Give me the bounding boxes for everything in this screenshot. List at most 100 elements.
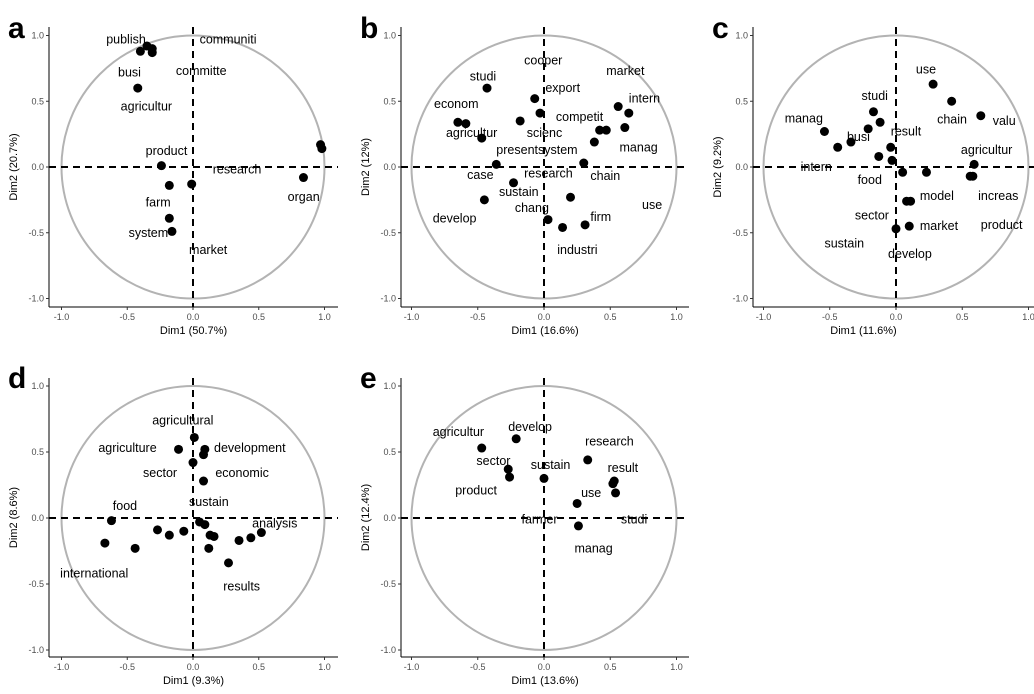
point-label: product: [455, 483, 497, 497]
data-point: [179, 526, 189, 536]
data-point: [477, 133, 487, 143]
point-label: results: [223, 580, 260, 594]
panel-b: b -1.0 -1.0 -0.5 -0.5 0.0 0.0 0.5 0.5 1.0 1.0 Dim1 …: [360, 12, 689, 337]
point-label: result: [891, 124, 922, 138]
point-label: research: [213, 163, 262, 177]
y-axis-title: Dim2 (12%): [360, 138, 372, 196]
panel-letter: d: [8, 362, 26, 395]
plot-area: use studi manag chain valu busi result agricult…: [753, 27, 1034, 307]
y-tick-label: -0.5: [380, 228, 396, 238]
point-label: food: [858, 173, 882, 187]
y-tick-label: -1.0: [732, 294, 748, 304]
panel-letter: a: [8, 12, 25, 45]
unit-circle: [410, 34, 678, 300]
data-point: [580, 220, 590, 230]
point-label: model: [920, 189, 954, 203]
x-tick-label: 0.0: [538, 312, 551, 322]
data-point: [135, 46, 145, 56]
data-point: [147, 48, 157, 58]
point-label: export: [545, 81, 580, 95]
x-tick-label: -0.5: [470, 312, 486, 322]
point-label: industri: [557, 243, 597, 257]
point-label: intern: [801, 160, 832, 174]
panel-letter: e: [360, 362, 377, 395]
point-label: use: [916, 63, 936, 77]
data-point: [543, 215, 553, 225]
y-tick-label: 1.0: [31, 31, 44, 41]
x-tick-label: 1.0: [1022, 312, 1034, 322]
data-point: [611, 488, 621, 498]
y-tick-label: 1.0: [383, 381, 396, 391]
data-point: [535, 108, 545, 118]
data-point: [928, 79, 938, 89]
point-label: sustain: [531, 458, 571, 472]
y-tick-label: 0.0: [31, 513, 44, 523]
point-label: market: [189, 243, 228, 257]
panel-letter: c: [712, 12, 729, 45]
y-tick-label: -1.0: [380, 645, 396, 655]
x-tick-label: 0.5: [956, 312, 969, 322]
data-point: [969, 159, 979, 169]
point-label: agricultur: [961, 143, 1012, 157]
panel-a: a -1.0 -1.0 -0.5 -0.5 0.0 0.0 0.5 0.5 1.0 1.0 Dim1 …: [8, 12, 338, 337]
data-point: [515, 116, 525, 126]
point-label: committe: [176, 64, 227, 78]
data-point: [199, 450, 209, 460]
data-point: [164, 530, 174, 540]
point-label: scienc: [527, 126, 562, 140]
data-point: [204, 543, 214, 553]
point-label: development: [214, 441, 286, 455]
data-point: [100, 538, 110, 548]
panel-letter: b: [360, 12, 378, 45]
y-tick-label: -0.5: [732, 228, 748, 238]
data-point: [317, 144, 327, 154]
data-point: [863, 124, 873, 134]
y-axis-title: Dim2 (9.2%): [712, 136, 724, 197]
plot-area: publish communiti busi committe agricultur pr…: [49, 27, 338, 307]
point-label: manag: [574, 541, 612, 555]
point-label: analysis: [252, 516, 297, 530]
y-tick-label: 0.0: [383, 162, 396, 172]
data-point: [530, 94, 540, 104]
x-tick-label: 0.5: [252, 312, 265, 322]
point-label: result: [608, 461, 639, 475]
data-point: [200, 520, 210, 530]
x-axis-title: Dim1 (11.6%): [830, 325, 896, 337]
point-label: presentsystem: [496, 143, 577, 157]
point-label: food: [113, 499, 137, 513]
point-label: cooper: [524, 53, 562, 67]
data-point: [511, 434, 521, 444]
point-label: economic: [215, 466, 268, 480]
point-label: case: [467, 168, 493, 182]
point-label: studi: [862, 89, 888, 103]
y-tick-label: 0.5: [31, 447, 44, 457]
point-label: agricultur: [433, 425, 484, 439]
data-point: [189, 432, 199, 442]
data-point: [539, 473, 549, 483]
data-point: [133, 83, 143, 93]
point-label: research: [524, 167, 573, 181]
y-tick-label: 1.0: [383, 31, 396, 41]
x-tick-label: -1.0: [404, 312, 420, 322]
data-point: [886, 142, 896, 152]
point-label: system: [129, 226, 169, 240]
y-tick-label: -1.0: [380, 294, 396, 304]
y-tick-label: 1.0: [31, 381, 44, 391]
data-point: [833, 142, 843, 152]
point-label: manag: [785, 111, 823, 125]
x-axis-title: Dim1 (16.6%): [511, 325, 578, 337]
x-tick-label: 1.0: [318, 662, 331, 672]
unit-circle: [762, 34, 1030, 300]
data-point: [898, 167, 908, 177]
data-point: [976, 111, 986, 121]
data-point: [589, 137, 599, 147]
data-point: [503, 464, 513, 474]
point-label: firm: [590, 210, 611, 224]
point-label: sector: [143, 466, 177, 480]
data-point: [461, 119, 471, 129]
data-point: [152, 525, 162, 535]
x-tick-label: -1.0: [756, 312, 772, 322]
x-tick-label: -1.0: [54, 312, 70, 322]
data-point: [156, 161, 166, 171]
